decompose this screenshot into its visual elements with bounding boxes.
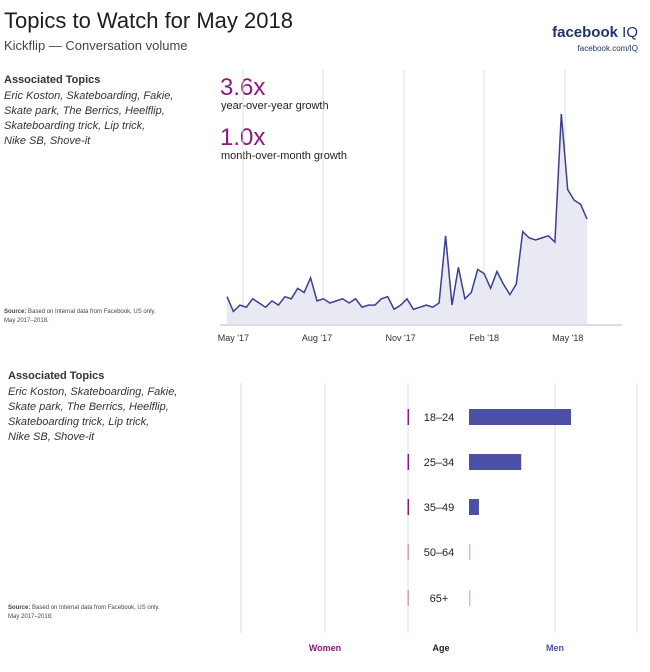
bottom-assoc-line: Nike SB, Shove-it <box>8 431 95 443</box>
page-subtitle: Kickflip — Conversation volume <box>4 38 188 53</box>
volume-line <box>226 113 588 313</box>
bottom-source-note: Source: Based on Internal data from Face… <box>8 604 178 622</box>
age-category-label: 50–64 <box>424 547 455 559</box>
top-assoc-line: Skate park, The Berrics, Heelflip, <box>4 105 165 117</box>
age-category-label: 18–24 <box>424 412 455 424</box>
top-source-label: Source: <box>4 309 27 315</box>
bottom-source-text: Based on Internal data from Facebook, US… <box>32 605 160 611</box>
bottom-assoc-line: Skate park, The Berrics, Heelflip, <box>8 401 169 413</box>
brand-name: facebook <box>552 24 618 41</box>
bottom-assoc-line: Skateboarding trick, Lip trick, <box>8 416 150 428</box>
volume-area <box>227 114 587 324</box>
page-title: Topics to Watch for May 2018 <box>4 8 293 33</box>
stat-yoy-label: year-over-year growth <box>221 100 329 112</box>
women-bar <box>407 590 409 606</box>
top-assoc-line: Skateboarding trick, Lip trick, <box>4 120 146 132</box>
men-bar <box>469 544 471 560</box>
top-assoc-heading: Associated Topics <box>4 74 101 86</box>
bottom-assoc-line: Eric Koston, Skateboarding, Fakie, <box>8 386 178 398</box>
top-source-text: Based on Internal data from Facebook, US… <box>28 309 156 315</box>
age-gender-chart: 18–24 25–34 35–49 50–64 65+ Women Age Men <box>240 383 638 653</box>
men-bar <box>469 454 522 470</box>
age-category-label: 25–34 <box>424 457 455 469</box>
women-bar <box>407 409 409 425</box>
bottom-assoc-topics: Eric Koston, Skateboarding, Fakie, Skate… <box>8 385 178 445</box>
legend-women: Women <box>309 643 341 653</box>
men-bar <box>469 409 571 425</box>
women-bar <box>407 499 409 515</box>
top-assoc-line: Eric Koston, Skateboarding, Fakie, <box>4 90 174 102</box>
bottom-source-text2: May 2017–2018. <box>8 614 53 620</box>
legend-age: Age <box>432 643 449 653</box>
x-tick-label: Aug '17 <box>302 333 332 343</box>
brand-logo: facebook IQ <box>552 24 638 41</box>
bottom-source-label: Source: <box>8 605 31 611</box>
top-assoc-line: Nike SB, Shove-it <box>4 135 91 147</box>
age-category-label: 35–49 <box>424 502 455 514</box>
top-source-text2: May 2017–2018. <box>4 318 49 324</box>
men-bar <box>469 499 479 515</box>
x-tick-label: May '17 <box>218 333 249 343</box>
men-bar <box>469 590 471 606</box>
top-source-note: Source: Based on Internal data from Face… <box>4 308 174 326</box>
legend-men: Men <box>546 643 564 653</box>
women-bar <box>407 544 409 560</box>
bottom-assoc-heading: Associated Topics <box>8 370 105 382</box>
age-category-label: 65+ <box>430 593 449 605</box>
x-tick-label: Nov '17 <box>385 333 415 343</box>
conversation-volume-chart: May '17 Aug '17 Nov '17 Feb '18 May '18 <box>218 70 622 343</box>
x-tick-label: Feb '18 <box>469 333 499 343</box>
women-bar <box>407 454 409 470</box>
x-tick-label: May '18 <box>552 333 583 343</box>
top-assoc-topics: Eric Koston, Skateboarding, Fakie, Skate… <box>4 89 174 149</box>
brand-suffix: IQ <box>622 24 638 41</box>
stat-mom-label: month-over-month growth <box>221 150 347 162</box>
brand-url[interactable]: facebook.com/IQ <box>577 44 638 53</box>
